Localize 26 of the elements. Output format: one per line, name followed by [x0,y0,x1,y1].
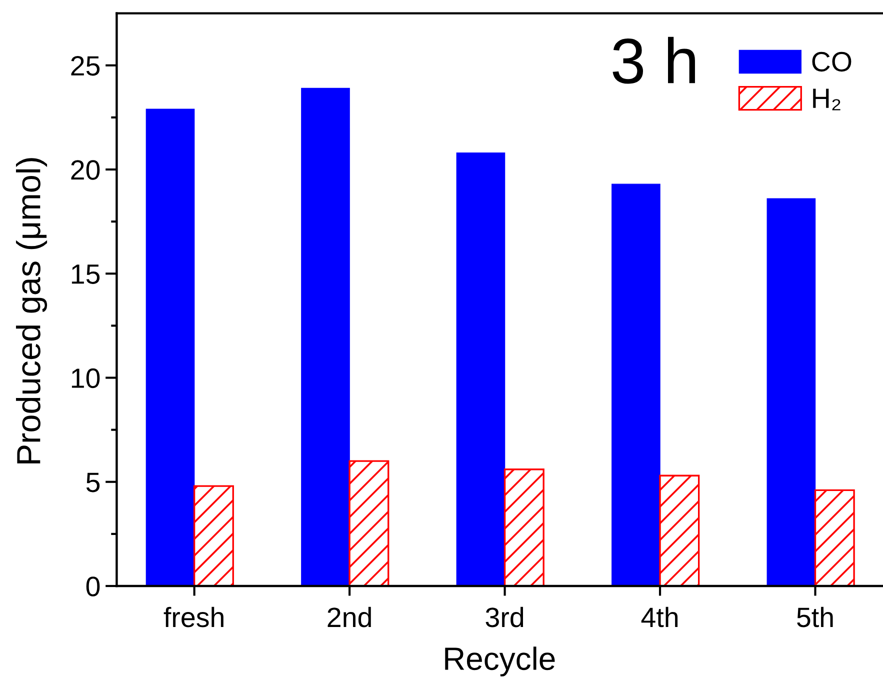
y-tick-label: 20 [71,160,100,180]
bar [612,184,660,586]
bar [814,489,855,586]
x-tick-label: 2nd [328,606,371,628]
y-tick-label: 0 [86,576,100,596]
bar [348,460,390,586]
y-tick-label: 5 [86,472,100,492]
bar [659,474,700,586]
x-tick-label: 4th [641,606,678,628]
legend-label: CO [812,52,852,72]
bar [193,485,234,586]
bar [301,88,350,586]
legend-label: H₂ [813,88,840,110]
x-tick-label: 5th [797,606,833,628]
annotation: 3 h [612,36,695,84]
y-axis-title: Produced gas (μmol) [16,158,48,464]
bar [766,198,816,586]
y-tick-label: 25 [71,56,100,76]
x-tick-label: 3rd [486,606,524,628]
y-tick-label: 15 [72,264,100,284]
bar [146,108,195,586]
x-tick-label: fresh [164,606,224,628]
x-axis-title: Recycle [445,646,555,676]
bar [456,152,506,586]
y-tick-label: 10 [72,368,100,388]
bar [504,468,544,586]
